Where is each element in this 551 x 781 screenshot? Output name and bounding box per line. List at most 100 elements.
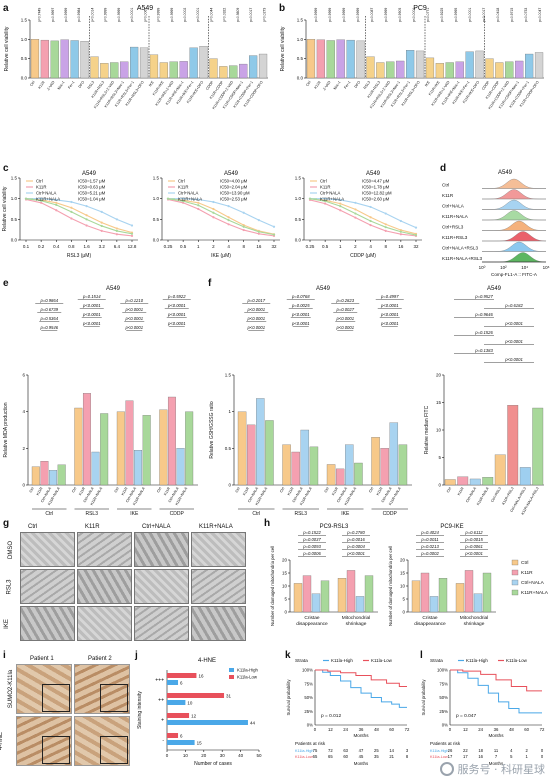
- c-data-point: [182, 197, 185, 200]
- h-bar: [473, 593, 483, 613]
- b-x-tick-label: Ctrl: [305, 80, 312, 87]
- b-pvalue: p=0.0733: [524, 8, 528, 22]
- micrograph-image: [134, 532, 189, 567]
- d-row-label: Ctrl: [442, 183, 449, 188]
- k-y-tick-label: 75%: [304, 681, 313, 686]
- e-bar: [134, 450, 143, 486]
- f2-y-tick-label: 15: [436, 400, 442, 405]
- f2-x-tick-label: Ctrl+RSL3: [490, 487, 502, 503]
- l-risk-low-value: 0: [541, 754, 544, 759]
- d-histogram: [482, 241, 547, 252]
- c-x-tick-label: 12.8: [128, 244, 137, 249]
- j-bar-high: [167, 720, 248, 725]
- e-bar: [159, 409, 168, 486]
- h-y-tick-label: 10: [400, 584, 406, 589]
- b-pvalue: p=0.9999: [314, 8, 318, 22]
- d-row-label: Ctrl+NALA+RSL3: [442, 246, 478, 251]
- c-x-label: IKE (μM): [211, 253, 231, 259]
- b-y-tick-label: 0.5: [297, 56, 304, 61]
- l-km-high: [450, 669, 542, 714]
- e-group-label: CDDP: [170, 511, 185, 517]
- b-bar: [346, 39, 355, 79]
- c-y-tick-label: 1.5: [11, 176, 18, 181]
- j-y-tick-label: +: [161, 718, 164, 724]
- e-bar-label: K11R: [121, 486, 129, 496]
- h-pvalue: p=0.0213: [420, 544, 439, 549]
- h-y-tick-label: 5: [284, 597, 287, 602]
- b-bar: [475, 50, 484, 79]
- a-bar: [179, 61, 188, 79]
- panel-h-letter: h: [264, 518, 271, 529]
- a-x-tick-label: IKE: [148, 80, 155, 88]
- b-x-tick-label: Fer-1: [343, 80, 351, 89]
- l-risk-low-value: 5: [510, 754, 513, 759]
- a-pvalue: p=0.9997: [51, 8, 55, 22]
- e-pvalue: p=0.6739: [39, 307, 58, 312]
- c-ic50-label: IC50=5.21 μM: [78, 191, 106, 196]
- j-bar-high-value: 44: [250, 721, 256, 726]
- k-risk-high-value: 63: [343, 748, 348, 753]
- c-subtitle: A549: [366, 171, 381, 177]
- f2-pvalue: p<0.0001: [504, 339, 523, 344]
- f2-title: A549: [487, 286, 502, 292]
- j-bar-low-value: 6: [180, 734, 183, 739]
- f-bar: [335, 468, 345, 486]
- micrograph-image: [20, 569, 75, 604]
- a-pvalue: p=0.0044: [209, 8, 213, 22]
- k-risk-high-value: 14: [389, 748, 394, 753]
- f-bar: [380, 448, 389, 486]
- d-histogram: [482, 252, 547, 263]
- j-legend-swatch: [229, 668, 234, 672]
- l-risk-x-label: Months: [489, 761, 504, 766]
- f-group-label: CDDP: [383, 511, 398, 517]
- e-pvalue: p=0.5364: [39, 316, 58, 321]
- a-pvalue: p=0.9999: [64, 8, 68, 22]
- c-x-tick-label: 8: [242, 244, 245, 249]
- b-x-tick-label: IKE: [424, 80, 431, 88]
- a-y-label: Relative cell viability: [4, 26, 10, 71]
- b-pvalue: p=0.0017: [482, 8, 486, 22]
- h-legend-label: K11R+NALA: [521, 590, 549, 596]
- e-bar: [82, 393, 91, 486]
- d-x-tick-label: 10⁶: [543, 265, 550, 270]
- e-bar-label: Ctrl: [71, 486, 77, 493]
- c-data-point: [55, 203, 58, 206]
- j-bar-high-value: 6: [180, 681, 183, 686]
- h-pvalue: p=0.0093: [302, 544, 321, 549]
- f-group-label: IKE: [341, 511, 350, 517]
- a-pvalue: p<0.0001: [130, 8, 134, 22]
- c-series-line: [168, 198, 275, 228]
- panel-c-letter: c: [3, 163, 9, 174]
- f2-x-tick-label: K11R+RSL3: [501, 487, 514, 506]
- d-row-label: K11R: [442, 193, 454, 198]
- c-x-tick-label: 16: [256, 244, 262, 249]
- l-x-tick-label: 72: [540, 727, 545, 732]
- d-row-label: K11R+NALA+RSL3: [442, 256, 482, 261]
- a-pvalue: p=0.7449: [38, 8, 42, 22]
- g-column-label: Ctrl+NALA: [142, 524, 171, 530]
- f2-bar: [469, 478, 481, 486]
- g-row-label: IKE: [3, 619, 10, 629]
- h-bar: [302, 575, 312, 613]
- c-data-point: [212, 207, 215, 211]
- ihc-inset-box: [42, 684, 70, 712]
- c-legend-label: K11R+NALA: [178, 197, 202, 202]
- e-group-label: Ctrl: [45, 511, 53, 517]
- c-data-point: [70, 217, 73, 220]
- c-y-label: Relative cell viability: [2, 186, 8, 231]
- h-y-label: Number of damaged mitochondria per cell: [270, 546, 275, 626]
- k-risk-low-value: 35: [374, 754, 379, 759]
- c-x-tick-label: 0.5: [180, 244, 187, 249]
- c-data-point: [212, 216, 215, 219]
- c-series-line: [309, 198, 417, 236]
- c-data-point: [242, 211, 245, 214]
- l-risk-high-value: 22: [463, 748, 468, 753]
- j-x-tick-label: 10: [183, 753, 189, 758]
- e-y-tick-label: 4: [22, 409, 25, 414]
- k-risk-low-value: 8: [406, 754, 409, 759]
- micrograph-image: [77, 606, 132, 641]
- b-y-tick-label: 1.5: [297, 18, 304, 23]
- c-x-tick-label: 6.4: [114, 244, 121, 249]
- c-data-point: [384, 229, 387, 233]
